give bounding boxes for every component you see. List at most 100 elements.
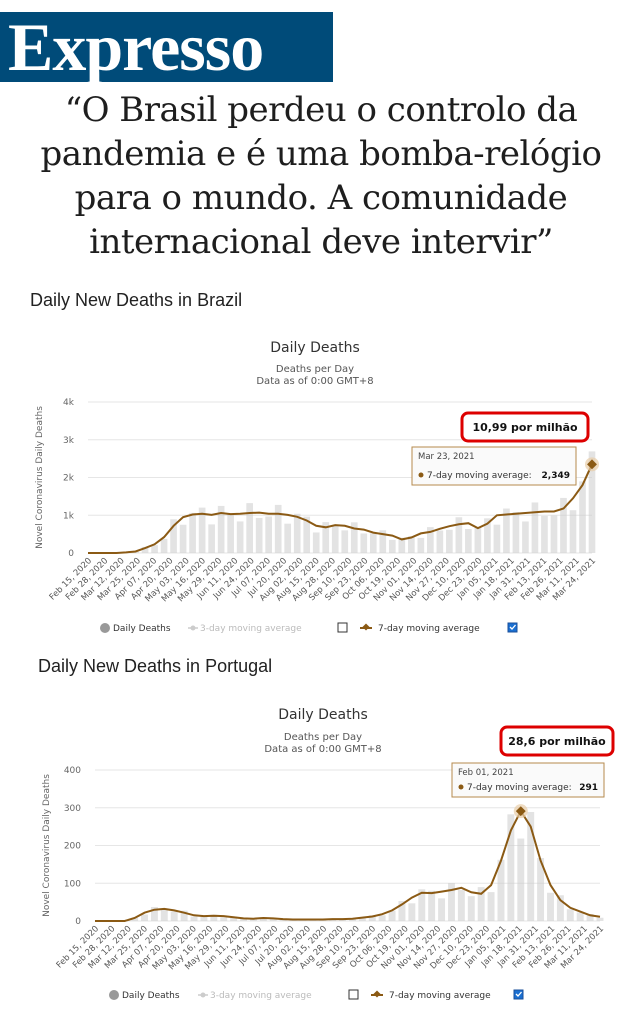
highlight-label: 10,99 por milhão bbox=[472, 421, 578, 434]
peak-marker bbox=[587, 459, 597, 470]
daily-bar bbox=[427, 527, 434, 553]
daily-bar bbox=[255, 517, 263, 553]
legend-ma7-icon[interactable] bbox=[362, 623, 370, 631]
legend-daily-icon[interactable] bbox=[109, 990, 119, 1000]
daily-bar bbox=[531, 502, 539, 553]
daily-bar bbox=[378, 915, 386, 921]
daily-bar bbox=[360, 533, 368, 553]
daily-bar bbox=[576, 912, 584, 921]
chart-portugal: Daily Deaths Deaths per Day Data as of 0:0… bbox=[0, 696, 642, 1016]
legend-ma3-icon[interactable] bbox=[190, 625, 196, 631]
daily-bar bbox=[550, 515, 558, 553]
legend-ma3-checkbox[interactable] bbox=[348, 989, 359, 1000]
section-title-brazil: Daily New Deaths in Brazil bbox=[30, 290, 243, 310]
daily-bar bbox=[190, 916, 198, 921]
daily-bar bbox=[547, 892, 554, 921]
legend-ma3-label[interactable]: 3-day moving average bbox=[210, 991, 312, 1001]
tooltip-label: 7-day moving average: bbox=[427, 471, 532, 481]
daily-bar bbox=[265, 516, 273, 553]
legend-ma3-label[interactable]: 3-day moving average bbox=[200, 624, 302, 634]
daily-bar bbox=[227, 513, 234, 553]
daily-bar bbox=[438, 898, 446, 921]
tooltip-dot bbox=[418, 472, 424, 478]
chart-subtitle-2: Data as of 0:00 GMT+8 bbox=[256, 376, 373, 387]
y-tick-label: 300 bbox=[64, 804, 81, 814]
legend-daily-label[interactable]: Daily Deaths bbox=[122, 991, 180, 1001]
daily-bar bbox=[141, 914, 148, 921]
daily-bar bbox=[348, 918, 356, 921]
daily-bar bbox=[210, 914, 218, 921]
legend-daily-label[interactable]: Daily Deaths bbox=[113, 624, 171, 634]
expresso-logo: Expresso bbox=[0, 12, 333, 82]
daily-bar bbox=[586, 913, 594, 921]
daily-bar bbox=[474, 527, 482, 553]
daily-bar bbox=[303, 516, 311, 553]
y-tick-label: 200 bbox=[64, 842, 81, 852]
daily-bar bbox=[448, 883, 455, 921]
legend-daily-icon[interactable] bbox=[100, 623, 110, 633]
ma7-line bbox=[95, 809, 601, 922]
daily-bar bbox=[230, 916, 238, 921]
daily-bar bbox=[198, 507, 206, 553]
tooltip-date: Mar 23, 2021 bbox=[418, 452, 475, 462]
y-tick-label: 2k bbox=[63, 474, 75, 484]
daily-bar bbox=[569, 510, 577, 553]
daily-bar bbox=[507, 814, 515, 921]
daily-bar bbox=[493, 524, 501, 553]
daily-bars bbox=[122, 451, 596, 553]
daily-bar bbox=[293, 513, 301, 553]
daily-bar bbox=[269, 918, 277, 921]
legend-ma7-icon[interactable] bbox=[373, 990, 381, 998]
daily-bar bbox=[217, 505, 225, 553]
daily-bar bbox=[487, 892, 495, 921]
daily-bar bbox=[160, 910, 168, 921]
legend-ma7-label[interactable]: 7-day moving average bbox=[378, 624, 480, 634]
daily-bar bbox=[407, 536, 415, 553]
daily-bar bbox=[341, 530, 349, 553]
daily-bar bbox=[596, 917, 604, 921]
daily-bar bbox=[131, 917, 139, 921]
daily-bars bbox=[131, 811, 604, 921]
daily-bar bbox=[541, 515, 548, 553]
y-tick-label: 3k bbox=[63, 436, 75, 446]
daily-bar bbox=[200, 915, 208, 921]
daily-bar bbox=[160, 538, 168, 553]
y-tick-label: 0 bbox=[75, 917, 81, 927]
daily-bar bbox=[446, 529, 453, 553]
tooltip-box bbox=[411, 446, 577, 486]
tooltip-dot bbox=[458, 784, 464, 790]
daily-bar bbox=[579, 481, 586, 553]
daily-bar bbox=[312, 532, 320, 553]
headline-quote: “O Brasil perdeu o controlo da pandemia … bbox=[40, 90, 602, 262]
daily-bar bbox=[220, 917, 228, 921]
daily-bar bbox=[369, 533, 377, 553]
daily-bar bbox=[398, 900, 406, 921]
section-title-portugal: Daily New Deaths in Portugal bbox=[38, 656, 273, 676]
tooltip-date: Feb 01, 2021 bbox=[458, 768, 514, 778]
daily-bar bbox=[455, 517, 463, 553]
daily-bar bbox=[388, 539, 396, 553]
daily-bar bbox=[180, 910, 188, 921]
legend-ma3-icon[interactable] bbox=[200, 992, 206, 998]
daily-bar bbox=[350, 522, 358, 553]
daily-bar bbox=[331, 525, 339, 553]
chart-brazil: Daily Deaths Deaths per Day Data as of 0:0… bbox=[0, 330, 642, 650]
tooltip-box bbox=[451, 762, 605, 798]
chart-title: Daily Deaths bbox=[278, 707, 368, 723]
daily-bar bbox=[240, 918, 247, 921]
daily-bar bbox=[150, 907, 158, 921]
daily-bar bbox=[467, 896, 475, 921]
y-tick-label: 400 bbox=[64, 766, 81, 776]
daily-bar bbox=[477, 887, 485, 921]
daily-bar bbox=[588, 451, 596, 553]
daily-bar bbox=[560, 497, 567, 553]
daily-bar bbox=[408, 903, 416, 921]
daily-bar bbox=[497, 859, 505, 921]
legend-ma3-checkbox[interactable] bbox=[337, 622, 348, 633]
tooltip-label: 7-day moving average: bbox=[467, 783, 572, 793]
legend-ma7-label[interactable]: 7-day moving average bbox=[389, 991, 491, 1001]
daily-bar bbox=[358, 918, 366, 921]
daily-bar bbox=[512, 512, 520, 553]
